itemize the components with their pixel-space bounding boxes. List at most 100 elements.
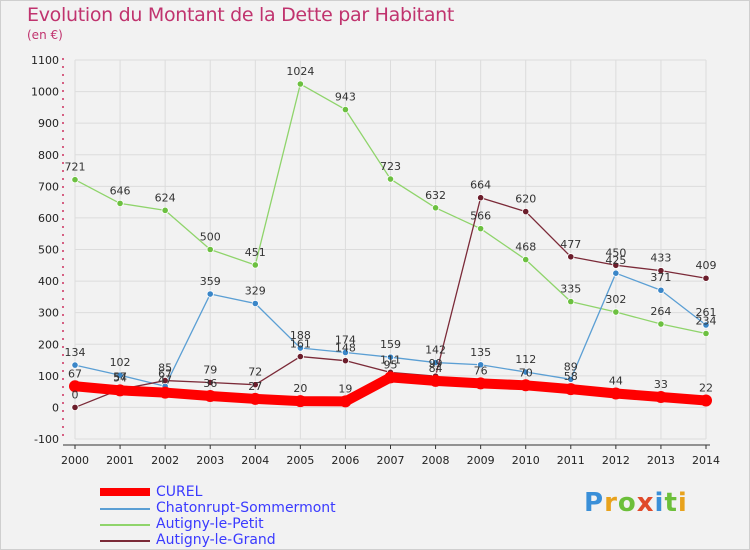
data-label-autigny-le-grand: 79 — [203, 363, 217, 376]
data-point-curel — [384, 371, 397, 384]
data-label-chatonrupt-sommermont: 159 — [380, 338, 401, 351]
y-tick-label: 200 — [38, 338, 59, 351]
data-point-chatonrupt-sommermont — [251, 299, 259, 308]
data-point-chatonrupt-sommermont — [612, 269, 620, 277]
y-tick-label: 500 — [38, 244, 59, 257]
x-tick-label: 2004 — [241, 454, 269, 467]
data-point-curel — [429, 374, 442, 387]
data-label-curel: 27 — [248, 380, 262, 393]
legend-label-autigny-le-petit: Autigny-le-Petit — [156, 516, 264, 532]
data-label-autigny-le-petit: 264 — [650, 305, 671, 318]
data-point-autigny-le-grand — [702, 274, 710, 282]
data-point-autigny-le-grand — [567, 253, 575, 261]
data-point-curel — [294, 395, 307, 408]
data-point-curel — [609, 387, 622, 400]
data-point-curel — [69, 380, 81, 393]
data-point-autigny-le-petit — [161, 206, 169, 214]
data-label-autigny-le-petit: 451 — [245, 246, 266, 259]
data-point-autigny-le-petit — [431, 204, 440, 212]
legend-item-curel: CUREL — [100, 484, 420, 500]
data-label-curel: 58 — [564, 370, 578, 383]
logo-letter: x — [636, 488, 655, 518]
data-point-chatonrupt-sommermont — [567, 375, 575, 383]
y-tick-label: 300 — [38, 307, 59, 320]
data-point-chatonrupt-sommermont — [477, 361, 485, 369]
data-label-chatonrupt-sommermont: 142 — [425, 344, 446, 357]
data-label-autigny-le-grand: 409 — [696, 259, 717, 272]
x-tick-label: 2001 — [106, 454, 134, 467]
x-tick-label: 2008 — [422, 454, 450, 467]
legend-label-curel: CUREL — [156, 484, 203, 500]
data-label-chatonrupt-sommermont: 174 — [335, 333, 356, 346]
logo-letter: t — [664, 488, 678, 518]
data-label-autigny-le-grand: 433 — [650, 252, 671, 265]
data-point-chatonrupt-sommermont — [522, 368, 530, 376]
data-label-chatonrupt-sommermont: 188 — [290, 329, 311, 342]
data-label-chatonrupt-sommermont: 371 — [650, 271, 671, 284]
data-point-autigny-le-grand — [341, 357, 350, 365]
data-label-curel: 70 — [519, 366, 533, 379]
data-point-autigny-le-petit — [567, 298, 575, 306]
data-label-curel: 44 — [609, 375, 623, 388]
proxiti-logo: Proxiti — [584, 488, 688, 518]
data-label-autigny-le-grand: 99 — [429, 357, 443, 370]
data-point-autigny-le-petit — [116, 199, 124, 207]
data-point-autigny-le-petit — [522, 256, 530, 264]
data-point-autigny-le-petit — [612, 308, 620, 316]
data-label-autigny-le-petit: 624 — [155, 191, 176, 204]
y-tick-label: 0 — [52, 401, 59, 414]
data-point-curel — [339, 395, 352, 408]
data-label-autigny-le-grand: 477 — [560, 238, 581, 251]
data-label-autigny-le-petit: 721 — [65, 161, 86, 174]
data-label-chatonrupt-sommermont: 135 — [470, 346, 491, 359]
data-point-chatonrupt-sommermont — [206, 290, 214, 298]
data-point-autigny-le-petit — [702, 329, 710, 338]
data-label-autigny-le-petit: 632 — [425, 189, 446, 202]
legend-label-chatonrupt-sommermont: Chatonrupt-Sommermont — [156, 500, 336, 516]
data-point-chatonrupt-sommermont — [386, 353, 395, 361]
data-label-curel: 84 — [429, 362, 443, 375]
data-label-chatonrupt-sommermont: 329 — [245, 285, 266, 298]
logo-letter: P — [584, 488, 605, 518]
data-point-curel — [159, 386, 172, 399]
chart-title: Evolution du Montant de la Dette par Hab… — [27, 4, 455, 26]
data-point-curel — [249, 392, 262, 405]
data-label-autigny-le-grand: 85 — [158, 362, 172, 375]
data-point-curel — [204, 390, 217, 403]
x-tick-label: 2002 — [151, 454, 179, 467]
unit-label: (en €) — [27, 28, 63, 42]
x-tick-label: 2009 — [467, 454, 495, 467]
data-point-autigny-le-petit — [657, 320, 665, 328]
x-tick-label: 2010 — [512, 454, 540, 467]
data-label-autigny-le-petit: 468 — [515, 241, 536, 254]
data-label-autigny-le-grand: 111 — [380, 353, 401, 366]
x-tick-label: 2013 — [647, 454, 675, 467]
data-point-chatonrupt-sommermont — [296, 344, 304, 352]
data-point-autigny-le-petit — [296, 80, 304, 88]
data-label-curel: 22 — [699, 381, 713, 394]
data-point-curel — [114, 384, 127, 397]
data-point-autigny-le-petit — [71, 176, 79, 184]
data-label-autigny-le-petit: 335 — [560, 283, 581, 296]
data-point-autigny-le-petit — [341, 105, 350, 114]
data-point-autigny-le-petit — [251, 261, 259, 269]
data-label-autigny-le-grand: 72 — [248, 366, 262, 379]
data-label-chatonrupt-sommermont: 359 — [200, 275, 221, 288]
data-label-chatonrupt-sommermont: 261 — [696, 306, 717, 319]
data-label-curel: 33 — [654, 378, 668, 391]
data-point-chatonrupt-sommermont — [71, 361, 79, 369]
data-point-autigny-le-grand — [161, 376, 169, 385]
data-label-curel: 20 — [293, 382, 307, 395]
data-label-curel: 76 — [474, 364, 488, 377]
logo-letter: i — [677, 488, 688, 518]
data-label-autigny-le-petit: 500 — [200, 231, 221, 244]
data-label-chatonrupt-sommermont: 425 — [605, 254, 626, 267]
legend-label-autigny-le-grand: Autigny-le-Grand — [156, 532, 276, 548]
data-label-curel: 36 — [203, 377, 217, 390]
data-point-autigny-le-grand — [657, 267, 665, 275]
data-label-chatonrupt-sommermont: 134 — [65, 346, 86, 359]
x-tick-label: 2007 — [377, 454, 405, 467]
legend-swatch-autigny-le-grand — [100, 540, 150, 542]
data-label-curel: 47 — [158, 374, 172, 387]
